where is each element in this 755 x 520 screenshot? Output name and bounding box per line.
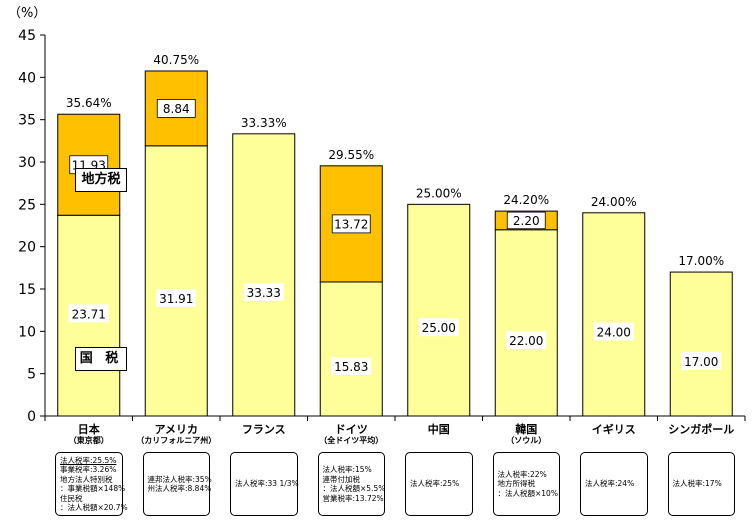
category-sub: （全ドイツ平均）	[319, 436, 384, 445]
note-line: 法人税率:33 1/3%	[235, 479, 299, 489]
category-label-0: 日本 （東京都）	[45, 424, 133, 446]
bar-national-6	[582, 212, 646, 417]
total-value-label-7: 17.00%	[678, 254, 724, 268]
y-tick-label: 10	[18, 324, 36, 340]
y-tick-label: 20	[18, 240, 36, 256]
bar-national-2	[232, 133, 296, 417]
y-tick-label: 0	[27, 409, 36, 425]
bar-national-7	[669, 271, 733, 417]
national-value-label-0: 23.71	[72, 307, 106, 321]
total-value-label-5: 24.20%	[503, 193, 549, 207]
note-line: ：法人税額×5.5%	[322, 484, 386, 493]
bar-national-1	[144, 145, 208, 417]
note-line: 住民税	[60, 493, 83, 503]
local-value-box-5	[506, 211, 546, 230]
total-value-label-6: 24.00%	[591, 195, 637, 209]
national-value-label-1: 31.91	[159, 292, 193, 306]
note-line: 連邦法人税率:35%	[147, 474, 212, 484]
y-tick-label: 5	[27, 367, 36, 383]
national-value-label-3: 15.83	[334, 360, 368, 374]
y-tick-label: 15	[18, 282, 36, 298]
national-value-bg-6	[593, 322, 634, 341]
note-line: ：法人税額×20.7%	[60, 503, 128, 512]
y-tick-label: 40	[18, 70, 36, 86]
category-name: フランス	[241, 423, 286, 436]
national-value-label-4: 25.00	[422, 321, 456, 335]
local-value-label-5: 2.20	[513, 214, 540, 228]
note-line: 地方所得税	[497, 479, 536, 489]
note-line: ：法人税額×10%	[497, 488, 558, 498]
category-label-4: 中国	[395, 424, 483, 436]
note-line: 法人税率:25.5%	[60, 455, 117, 465]
category-name: ドイツ	[334, 423, 368, 436]
y-tick-label: 30	[18, 155, 36, 171]
local-value-label-1: 8.84	[163, 102, 190, 116]
note-box-2: 法人税率:33 1/3%	[230, 452, 299, 516]
national-value-bg-7	[681, 352, 722, 371]
category-label-1: アメリカ （カリフォルニア州）	[133, 424, 221, 446]
note-box-3: 法人税率:15% 連帯付加税 ：法人税額×5.5% 営業税率:13.72%	[317, 452, 386, 516]
note-line: 法人税率:22%	[497, 469, 547, 479]
category-name: アメリカ	[154, 423, 198, 436]
y-axis-unit-label: （%）	[8, 6, 47, 21]
national-value-label-7: 17.00	[684, 355, 718, 369]
total-value-label-2: 33.33%	[241, 116, 287, 130]
national-value-bg-0	[68, 304, 109, 323]
note-line: ：事業税額×148%	[60, 484, 126, 493]
category-name: イギリス	[591, 423, 636, 436]
note-box-7: 法人税率:17%	[667, 452, 735, 516]
national-value-label-5: 22.00	[509, 334, 543, 348]
category-sub: （東京都）	[68, 436, 109, 445]
note-line: 地方法人特別税	[60, 474, 113, 484]
bar-national-3	[319, 281, 383, 417]
local-value-box-3	[331, 214, 371, 234]
y-tick-label: 45	[18, 28, 36, 44]
note-line: 法人税率:15%	[322, 465, 372, 474]
legend-national-tax-label: 国 税	[75, 347, 127, 371]
note-line: 連帯付加税	[322, 474, 361, 484]
note-line: 事業税率:3.26%	[60, 465, 117, 474]
total-value-label-0: 35.64%	[66, 96, 112, 110]
note-box-4: 法人税率:25%	[405, 452, 473, 516]
category-name: 日本	[77, 423, 100, 436]
national-value-label-6: 24.00	[597, 325, 631, 339]
note-line: 法人税率:25%	[410, 479, 460, 489]
category-name: シンガポール	[668, 423, 735, 436]
national-value-bg-2	[243, 282, 284, 301]
category-name: 中国	[427, 423, 450, 436]
category-label-5: 韓国 （ソウル）	[483, 424, 571, 446]
category-label-6: イギリス	[570, 424, 658, 436]
category-label-2: フランス	[220, 424, 308, 436]
note-box-0: 法人税率:25.5% 事業税率:3.26% 地方法人特別税 ：事業税額×148% 住民税…	[55, 452, 128, 516]
local-value-label-3: 13.72	[334, 217, 368, 231]
note-box-1: 連邦法人税率:35% 州法人税率:8.84%	[142, 452, 212, 516]
category-sub: （カリフォルニア州）	[136, 436, 217, 445]
note-line: 営業税率:13.72%	[322, 493, 384, 503]
note-line: 法人税率:17%	[672, 479, 722, 489]
national-value-bg-1	[156, 288, 197, 307]
note-line: 州法人税率:8.84%	[147, 484, 212, 493]
note-line: 法人税率:24%	[585, 479, 635, 489]
local-value-box-1	[156, 99, 196, 118]
national-value-label-2: 33.33	[247, 286, 281, 300]
note-box-6: 法人税率:24%	[580, 452, 648, 516]
national-value-bg-3	[331, 356, 372, 375]
category-label-3: ドイツ （全ドイツ平均）	[308, 424, 396, 446]
y-tick-label: 35	[18, 113, 36, 129]
category-name: 韓国	[515, 423, 538, 436]
note-box-5: 法人税率:22% 地方所得税 ：法人税額×10%	[492, 452, 560, 516]
legend-local-tax-label: 地方税	[75, 168, 127, 192]
category-label-7: シンガポール	[658, 424, 746, 436]
bar-national-5	[494, 229, 558, 417]
total-value-label-4: 25.00%	[416, 186, 462, 200]
category-sub: （ソウル）	[506, 436, 547, 445]
total-value-label-3: 29.55%	[328, 148, 374, 162]
national-value-bg-4	[418, 318, 459, 337]
national-value-bg-5	[506, 330, 547, 349]
total-value-label-1: 40.75%	[153, 53, 199, 67]
y-tick-label: 25	[18, 197, 36, 213]
bar-national-4	[407, 203, 471, 417]
